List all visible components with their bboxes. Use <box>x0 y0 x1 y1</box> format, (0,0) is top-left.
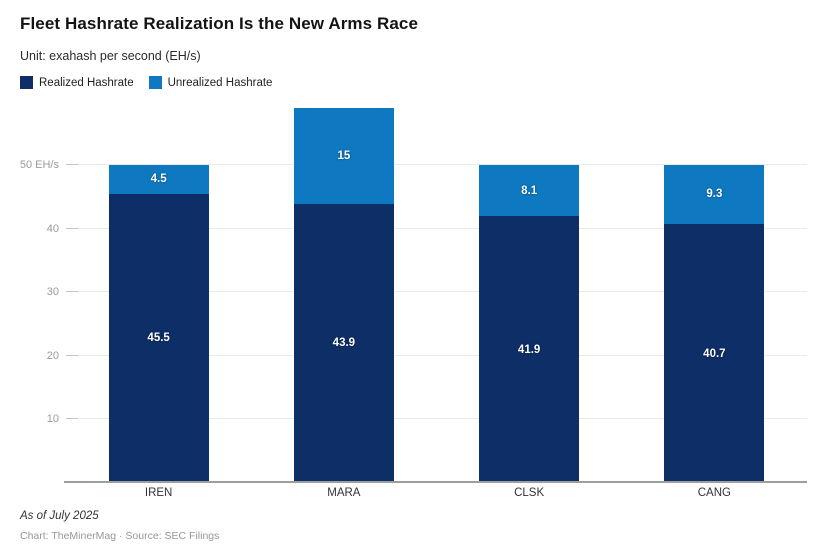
bar-value-label: 45.5 <box>147 332 170 345</box>
grid-line-30 <box>66 291 807 293</box>
bar-segment-cang-unrealized-hashrate: 9.3 <box>664 164 765 225</box>
bar-group-mara: 43.9 15 <box>251 100 436 483</box>
x-axis-label-mara: MARA <box>327 487 361 499</box>
y-axis-tick-30 <box>66 291 78 293</box>
y-axis-label-10: 10 <box>46 413 59 426</box>
x-axis-labels: IREN MARA CLSK CANG <box>66 487 807 499</box>
x-axis-line <box>64 481 807 483</box>
y-axis-label-30: 30 <box>46 286 59 299</box>
bar-segment-mara-unrealized-hashrate: 15 <box>293 108 394 204</box>
bar-value-label: 40.7 <box>703 347 726 360</box>
y-axis-tick-10 <box>66 418 78 420</box>
x-axis-label-iren: IREN <box>144 487 173 499</box>
chart-area: 10 20 30 40 50 EH/s 45.5 4.5 43.9 15 41.9 8.1 40.7 9… <box>0 100 828 483</box>
bar-value-label: 9.3 <box>706 188 723 201</box>
bar-group-clsk: 41.9 8.1 <box>437 100 622 483</box>
legend-item-unrealized-hashrate: Unrealized Hashrate <box>148 76 273 89</box>
y-axis-tick-40 <box>66 227 78 229</box>
chart-title: Fleet Hashrate Realization Is the New Ar… <box>20 14 419 33</box>
x-axis-label-cang: CANG <box>697 487 731 499</box>
footer-note: As of July 2025 <box>20 510 99 522</box>
legend-swatch-icon <box>20 76 33 89</box>
grid-line-40 <box>66 227 807 229</box>
y-axis-label-40: 40 <box>46 222 59 235</box>
y-axis-tick-50 <box>66 163 78 165</box>
bar-segment-mara-realized-hashrate: 43.9 <box>293 203 394 483</box>
legend-label: Realized Hashrate <box>39 76 134 89</box>
chart-subtitle: Unit: exahash per second (EH/s) <box>20 49 201 63</box>
bar-segment-clsk-realized-hashrate: 41.9 <box>479 216 580 483</box>
footer-credit: Chart: TheMinerMag · Source: SEC Filings <box>20 530 220 542</box>
legend-label: Unrealized Hashrate <box>167 76 273 89</box>
legend: Realized Hashrate Unrealized Hashrate <box>20 76 272 89</box>
bar-stack-mara: 43.9 15 <box>293 108 394 483</box>
grid-line-10 <box>66 418 807 420</box>
legend-item-realized-hashrate: Realized Hashrate <box>20 76 134 89</box>
bar-segment-cang-realized-hashrate: 40.7 <box>664 224 765 483</box>
bar-group-iren: 45.5 4.5 <box>66 100 251 483</box>
bar-value-label: 41.9 <box>517 343 541 356</box>
bar-value-label: 43.9 <box>332 337 356 350</box>
bars-container: 45.5 4.5 43.9 15 41.9 8.1 40.7 9.3 <box>66 100 807 483</box>
bar-value-label: 4.5 <box>150 173 167 186</box>
x-axis-label-clsk: CLSK <box>514 487 545 499</box>
y-axis-tick-20 <box>66 354 78 356</box>
bar-segment-iren-realized-hashrate: 45.5 <box>108 193 209 483</box>
y-axis-label-20: 20 <box>46 349 59 362</box>
grid-line-20 <box>66 354 807 356</box>
grid-line-50 <box>66 163 807 165</box>
bar-segment-clsk-unrealized-hashrate: 8.1 <box>479 164 580 217</box>
bar-value-label: 8.1 <box>521 184 538 197</box>
bar-value-label: 15 <box>337 149 351 162</box>
bar-group-cang: 40.7 9.3 <box>622 100 807 483</box>
legend-swatch-icon <box>148 76 162 89</box>
bar-stack-cang: 40.7 9.3 <box>664 164 765 483</box>
bar-stack-clsk: 41.9 8.1 <box>479 164 580 483</box>
y-axis-label-50: 50 EH/s <box>19 158 59 171</box>
bar-segment-iren-unrealized-hashrate: 4.5 <box>108 164 209 194</box>
bar-stack-iren: 45.5 4.5 <box>108 164 209 483</box>
